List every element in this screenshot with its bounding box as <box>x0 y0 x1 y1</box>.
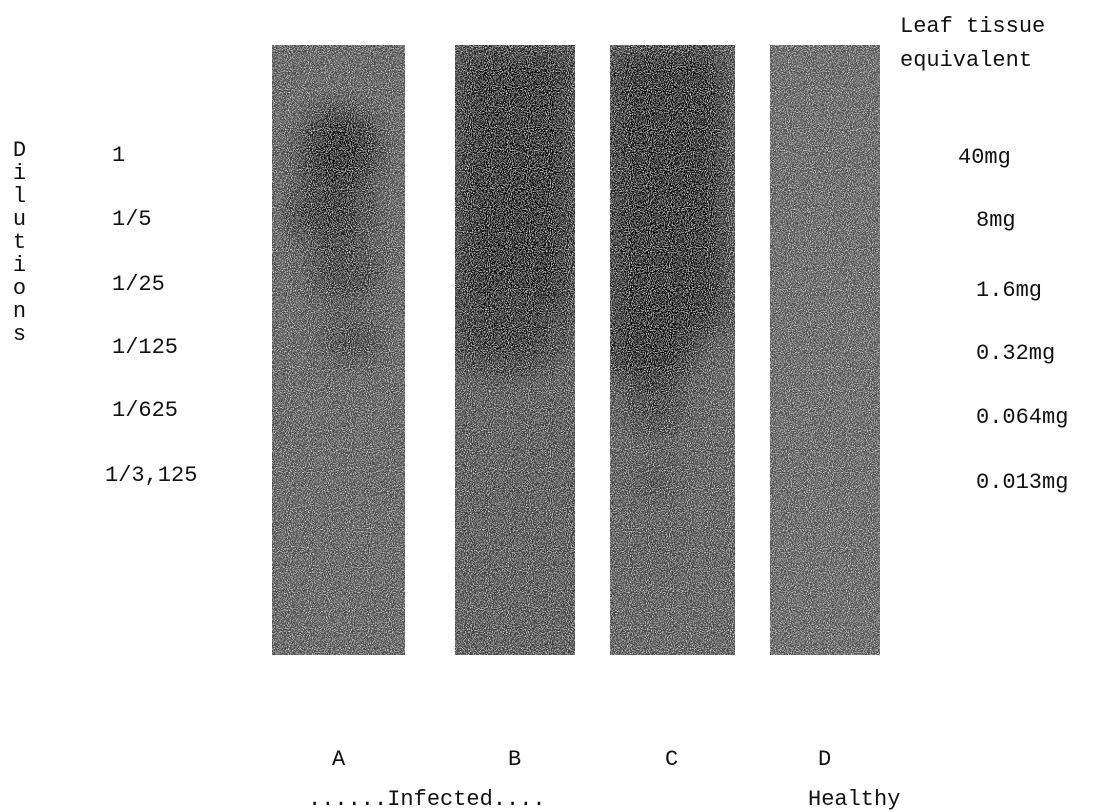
tissue-title: equivalent <box>900 48 1033 73</box>
dilution: 1/5 <box>112 207 152 232</box>
group-healthy: Healthy <box>808 787 901 812</box>
strip-d <box>770 45 880 655</box>
dilution: 1/3,125 <box>105 463 198 488</box>
tissue-amount: 0.064mg <box>976 405 1069 430</box>
group-infected: ......Infected.... <box>308 787 546 812</box>
strip-label: A <box>332 747 346 772</box>
dilutions-label: Dilutions <box>7 138 32 345</box>
strip-label: C <box>665 747 679 772</box>
tissue-amount: 40mg <box>958 145 1011 170</box>
dilution: 1 <box>112 143 126 168</box>
strip-b <box>455 45 575 655</box>
tissue-amount: 0.013mg <box>976 470 1069 495</box>
tissue-amount: 0.32mg <box>976 341 1056 366</box>
dilution: 1/125 <box>112 335 179 360</box>
strip-a <box>272 45 405 655</box>
strip-label: D <box>818 747 832 772</box>
tissue-title: Leaf tissue <box>900 14 1046 39</box>
dilution: 1/25 <box>112 272 165 297</box>
tissue-amount: 8mg <box>976 208 1016 233</box>
strip-label: B <box>508 747 522 772</box>
tissue-amount: 1.6mg <box>976 278 1043 303</box>
strip-c <box>610 45 735 655</box>
dilution: 1/625 <box>112 398 179 423</box>
